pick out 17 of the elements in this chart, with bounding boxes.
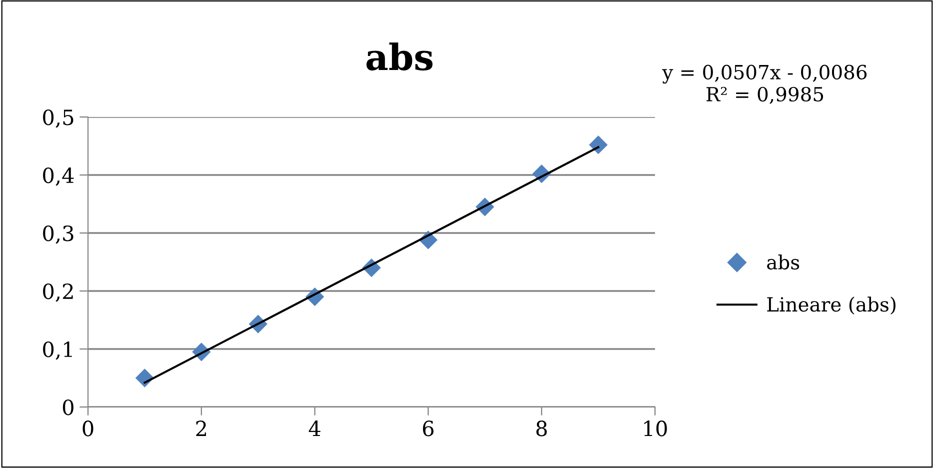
legend-label: Lineare (abs)	[767, 296, 896, 314]
legend-label: abs	[767, 254, 800, 270]
point	[588, 136, 608, 154]
text: y = 0,0507x - 0,0086 R² = 0,9985	[662, 64, 867, 104]
x-tick-label: 8	[536, 420, 547, 436]
x-tick-label: 10	[644, 420, 667, 436]
y-tick-label: 0,1	[43, 341, 72, 360]
y-tick-label: 0,2	[43, 283, 73, 302]
x-tick-label: 2	[196, 420, 206, 436]
y-tick-label: 0,5	[43, 109, 74, 128]
x-tick-label: 4	[308, 420, 320, 436]
y-tick-label: 0,3	[43, 225, 74, 244]
x-tick-label: 0	[82, 420, 94, 436]
x-tick-label: 6	[422, 420, 434, 436]
y-tick-label: 0,4	[43, 167, 74, 186]
y-tick-label: 0	[62, 399, 74, 416]
chart-title: abs	[366, 42, 433, 70]
